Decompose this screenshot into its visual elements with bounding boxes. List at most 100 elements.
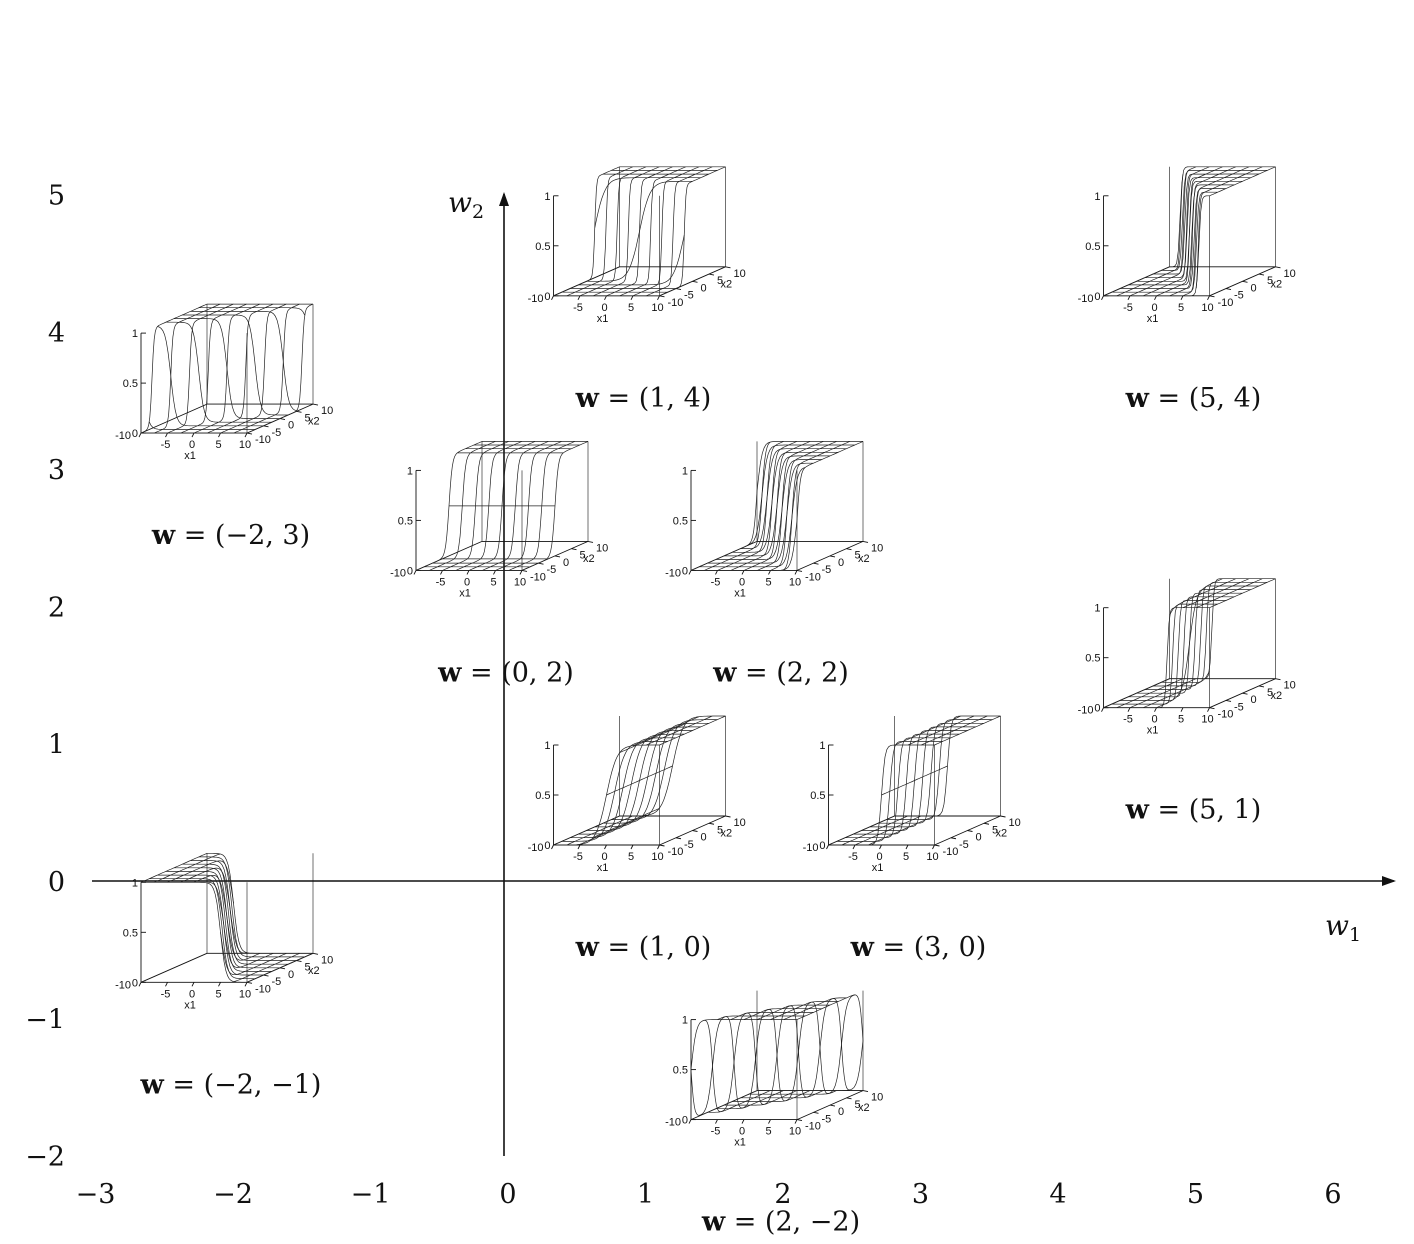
sigmoid-surface <box>690 994 864 1116</box>
x1-tick-label: 10 <box>926 851 938 863</box>
x2-tick-label: -10 <box>805 571 821 583</box>
y-tick-label: 1 <box>48 730 65 761</box>
z-tick-label: 1 <box>1094 191 1100 203</box>
panel-caption: w = (5, 4) <box>1125 383 1262 414</box>
x2-tick-label: -10 <box>1218 297 1234 309</box>
x2-tick-label: 10 <box>734 817 746 829</box>
x2-tick-label: -5 <box>1234 290 1244 302</box>
x1-tick-label: 10 <box>789 576 801 588</box>
x1-axis-name: x1 <box>597 313 609 325</box>
y-tick-label: 3 <box>48 455 65 486</box>
x2-tick-label: 0 <box>1251 694 1257 706</box>
x2-tick-label: 10 <box>321 405 333 417</box>
z-tick-label: 0.5 <box>398 515 413 527</box>
x2-tick-label: -10 <box>668 297 684 309</box>
x1-tick-label: 10 <box>239 988 251 1000</box>
x2-axis-name: x2 <box>721 278 733 290</box>
z-tick-label: 0 <box>407 565 413 577</box>
x2-tick-label: 10 <box>734 268 746 280</box>
x1-axis-name: x1 <box>1147 313 1159 325</box>
x2-axis-name: x2 <box>858 1102 870 1114</box>
x1-tick-label: -5 <box>161 988 171 1000</box>
x-tick-label: 0 <box>499 1179 516 1210</box>
z-tick-label: 0 <box>132 428 138 440</box>
x1-tick-label: 0 <box>189 988 195 1000</box>
y-tick-label: 5 <box>48 181 65 212</box>
x2-tick-label: 10 <box>871 1092 883 1104</box>
w2-axis-label: w2 <box>448 186 484 223</box>
x2-tick-label: 0 <box>838 557 844 569</box>
z-tick-label: 1 <box>132 328 138 340</box>
x2-tick-label: 0 <box>838 1106 844 1118</box>
x1-tick-label: -5 <box>711 1126 721 1138</box>
x2-tick-label: -5 <box>822 1113 832 1125</box>
z-tick-label: 1 <box>682 1015 688 1027</box>
x2-tick-label: 10 <box>596 542 608 554</box>
x1-tick-label: 10 <box>514 576 526 588</box>
x1-tick-label: 0 <box>464 576 470 588</box>
z-tick-label: 1 <box>1094 603 1100 615</box>
x2-tick-label: 5 <box>855 550 861 562</box>
x1-tick-label: 5 <box>1178 302 1184 314</box>
z-tick-label: 1 <box>132 877 138 889</box>
panel-caption: w = (3, 0) <box>850 932 987 963</box>
x2-tick-label: -5 <box>684 839 694 851</box>
panel-box <box>551 716 731 850</box>
z-tick-label: 0.5 <box>123 378 138 390</box>
x2-tick-label: -10 <box>943 846 959 858</box>
z-tick-label: 1 <box>819 740 825 752</box>
x1-tick-label: -5 <box>573 302 583 314</box>
x-tick-label: 6 <box>1324 1179 1341 1210</box>
x1-tick-label: 5 <box>215 439 221 451</box>
x1-tick-label: 0 <box>601 851 607 863</box>
x1-tick-label: -10 <box>1078 293 1094 305</box>
x1-tick-label: -10 <box>115 430 131 442</box>
x1-axis-name: x1 <box>184 450 196 462</box>
panel-caption: w = (−2, 3) <box>151 520 310 551</box>
z-tick-label: 0 <box>132 977 138 989</box>
x1-tick-label: 5 <box>215 988 221 1000</box>
x2-tick-label: 5 <box>717 824 723 836</box>
panel-caption: w = (2, −2) <box>701 1207 860 1238</box>
x2-tick-label: 5 <box>1267 687 1273 699</box>
sigmoid-surface <box>553 166 726 297</box>
y-tick-label: −2 <box>25 1142 65 1173</box>
x2-tick-label: 0 <box>1251 282 1257 294</box>
x1-tick-label: -10 <box>665 567 681 579</box>
x2-tick-label: 5 <box>1267 275 1273 287</box>
sigmoid-surface <box>140 852 314 983</box>
x1-tick-label: -10 <box>115 979 131 991</box>
x1-axis-name: x1 <box>734 1137 746 1149</box>
x1-tick-label: -10 <box>528 842 544 854</box>
x1-tick-label: -10 <box>390 567 406 579</box>
x-tick-label: 5 <box>1187 1179 1204 1210</box>
x-tick-label: 1 <box>637 1179 654 1210</box>
x2-tick-label: -10 <box>668 846 684 858</box>
z-tick-label: 0.5 <box>810 790 825 802</box>
x2-tick-label: -10 <box>255 983 271 995</box>
z-tick-label: 0.5 <box>1085 653 1100 665</box>
y-tick-label: 0 <box>48 867 65 898</box>
x2-tick-label: 10 <box>871 542 883 554</box>
x2-tick-label: 0 <box>288 420 294 432</box>
x1-tick-label: 0 <box>876 851 882 863</box>
x1-tick-label: -5 <box>1123 302 1133 314</box>
z-tick-label: 0 <box>1094 703 1100 715</box>
x1-axis-name: x1 <box>184 999 196 1011</box>
x2-tick-label: 0 <box>976 832 982 844</box>
x2-tick-label: -5 <box>547 564 557 576</box>
x1-tick-label: 10 <box>1201 714 1213 726</box>
x1-tick-label: 10 <box>651 851 663 863</box>
y-tick-label: 4 <box>48 318 65 349</box>
panel-caption: w = (−2, −1) <box>140 1069 322 1100</box>
z-tick-label: 1 <box>682 465 688 477</box>
z-tick-label: 0.5 <box>123 927 138 939</box>
x2-tick-label: 10 <box>321 954 333 966</box>
sigmoid-surface <box>1103 578 1276 709</box>
panel-box <box>1101 166 1281 301</box>
